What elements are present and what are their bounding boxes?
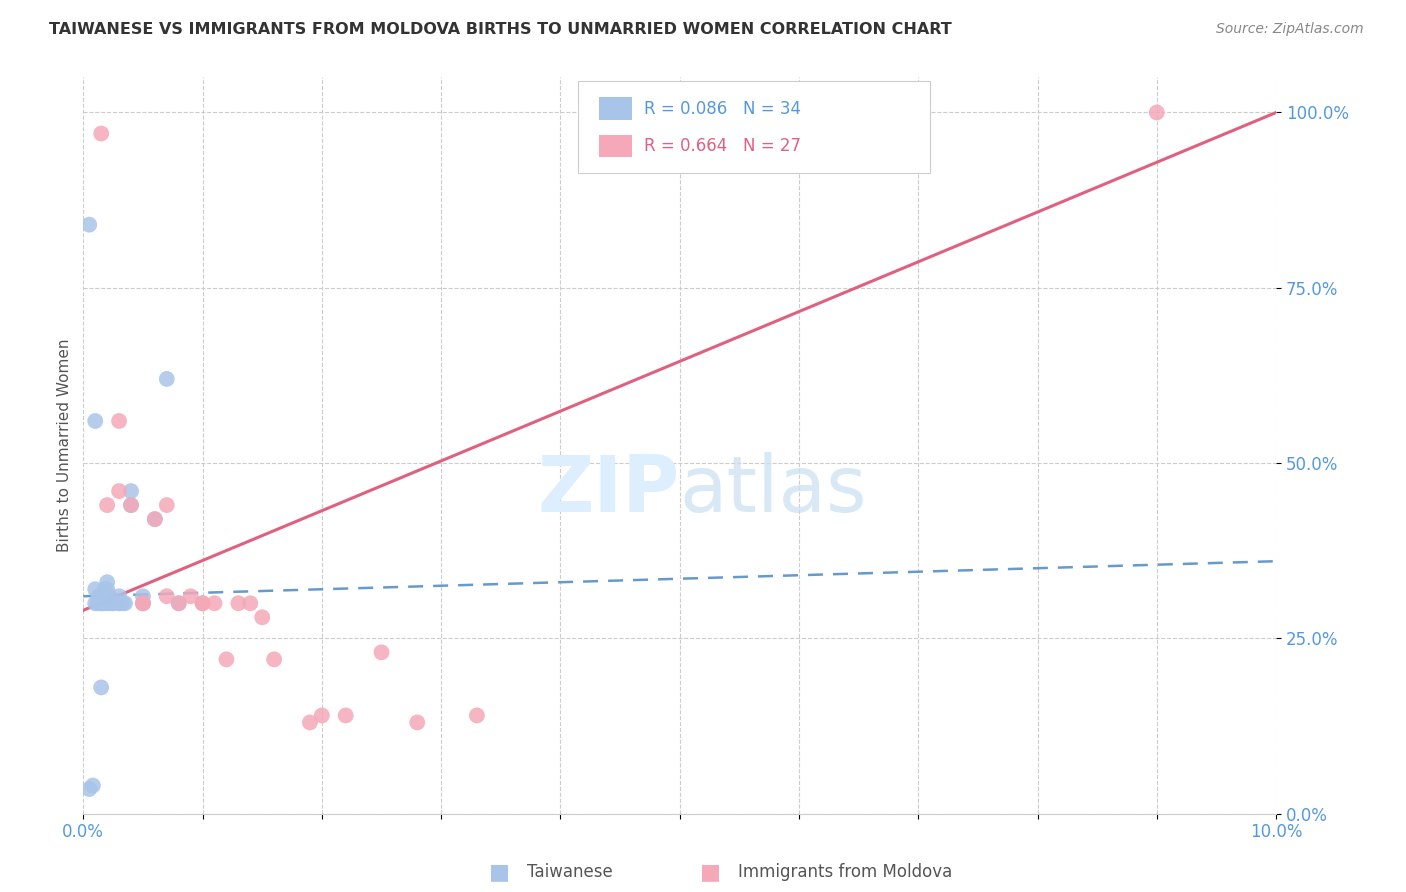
Point	[101, 596, 124, 610]
Point	[335, 708, 357, 723]
Text: ZIP: ZIP	[537, 451, 679, 528]
Point	[96, 589, 118, 603]
Point	[108, 596, 131, 610]
Text: ■: ■	[489, 863, 509, 882]
Point	[263, 652, 285, 666]
Point	[82, 779, 104, 793]
Point	[143, 512, 166, 526]
Point	[91, 596, 114, 610]
Point	[96, 575, 118, 590]
Point	[132, 596, 155, 610]
Point	[215, 652, 238, 666]
Text: atlas: atlas	[679, 451, 868, 528]
Point	[108, 414, 131, 428]
Point	[90, 596, 112, 610]
Point	[167, 596, 190, 610]
Point	[108, 589, 131, 603]
Point	[77, 782, 100, 797]
Point	[180, 589, 202, 603]
Point	[191, 596, 214, 610]
Point	[120, 498, 142, 512]
Y-axis label: Births to Unmarried Women: Births to Unmarried Women	[58, 339, 72, 552]
Point	[239, 596, 262, 610]
Point	[77, 218, 100, 232]
Point	[298, 715, 321, 730]
Point	[156, 589, 179, 603]
Point	[311, 708, 333, 723]
Point	[84, 414, 107, 428]
Point	[143, 512, 166, 526]
Point	[94, 582, 117, 597]
FancyBboxPatch shape	[599, 97, 631, 120]
Point	[156, 498, 179, 512]
Point	[114, 596, 136, 610]
Point	[90, 681, 112, 695]
Point	[84, 582, 107, 597]
Text: R = 0.086   N = 34: R = 0.086 N = 34	[644, 100, 801, 118]
Point	[86, 596, 108, 610]
Point	[101, 596, 124, 610]
Point	[370, 645, 392, 659]
Point	[204, 596, 226, 610]
Point	[87, 589, 110, 603]
FancyBboxPatch shape	[578, 81, 931, 173]
Text: Immigrants from Moldova: Immigrants from Moldova	[738, 863, 952, 881]
Point	[111, 596, 134, 610]
Point	[120, 498, 142, 512]
Text: ■: ■	[700, 863, 720, 882]
FancyBboxPatch shape	[599, 135, 631, 157]
Point	[132, 596, 155, 610]
Point	[98, 589, 121, 603]
Text: Taiwanese: Taiwanese	[527, 863, 613, 881]
Point	[191, 596, 214, 610]
Point	[406, 715, 429, 730]
Point	[132, 596, 155, 610]
Text: Source: ZipAtlas.com: Source: ZipAtlas.com	[1216, 22, 1364, 37]
Text: R = 0.664   N = 27: R = 0.664 N = 27	[644, 136, 801, 154]
Point	[108, 484, 131, 499]
Point	[120, 484, 142, 499]
Point	[96, 582, 118, 597]
Point	[108, 596, 131, 610]
Point	[94, 596, 117, 610]
Point	[132, 589, 155, 603]
Point	[96, 498, 118, 512]
Point	[250, 610, 273, 624]
Point	[98, 596, 121, 610]
Text: TAIWANESE VS IMMIGRANTS FROM MOLDOVA BIRTHS TO UNMARRIED WOMEN CORRELATION CHART: TAIWANESE VS IMMIGRANTS FROM MOLDOVA BIR…	[49, 22, 952, 37]
Point	[156, 372, 179, 386]
Point	[90, 127, 112, 141]
Point	[228, 596, 250, 610]
Point	[167, 596, 190, 610]
Point	[90, 589, 112, 603]
Point	[96, 596, 118, 610]
Point	[1146, 105, 1168, 120]
Point	[84, 596, 107, 610]
Point	[465, 708, 488, 723]
